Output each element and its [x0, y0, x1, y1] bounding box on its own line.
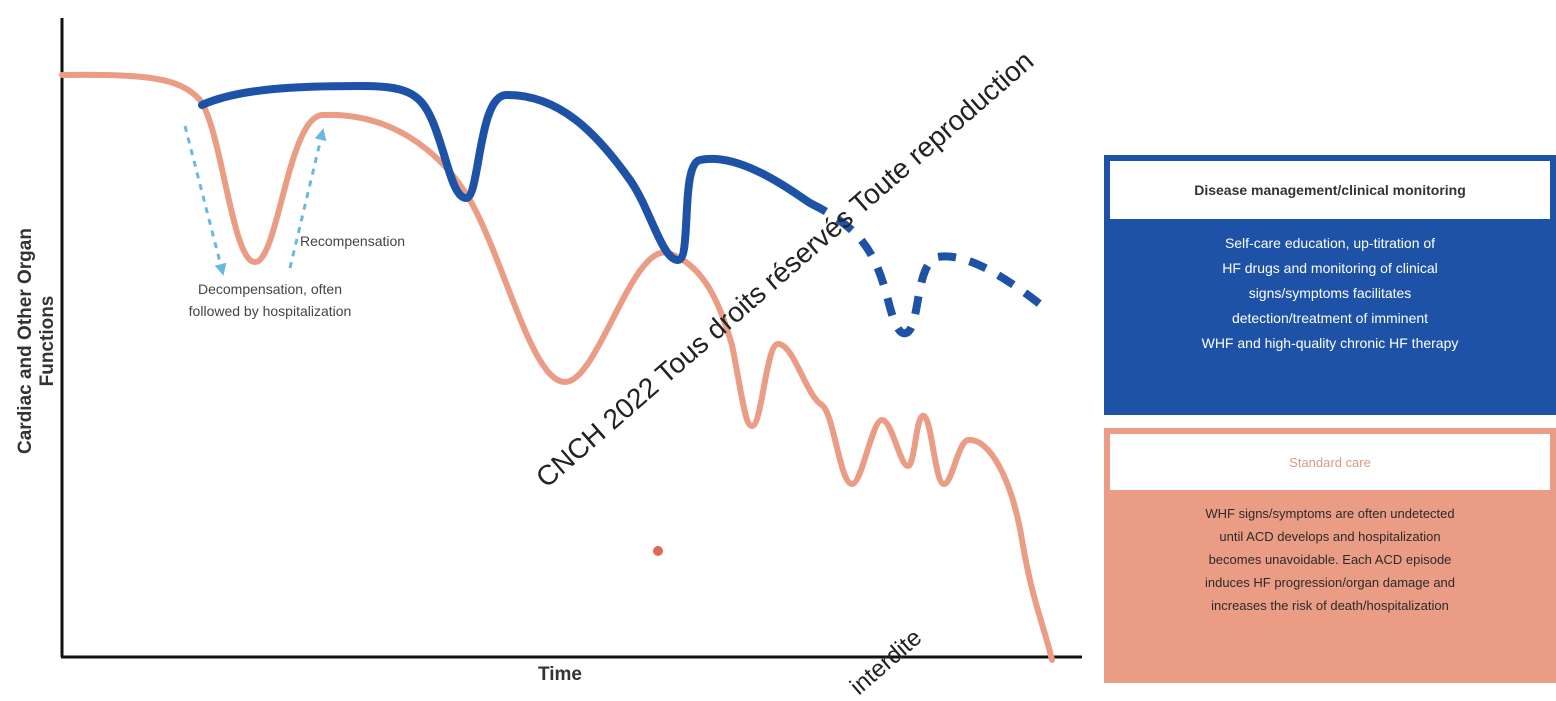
- disease-management-line-5: WHF and high-quality chronic HF therapy: [1201, 335, 1459, 351]
- decompensation-label-line-1: Decompensation, often: [198, 281, 342, 297]
- disease-management-title: Disease management/clinical monitoring: [1110, 161, 1550, 219]
- standard-care-line-2: until ACD develops and hospitalization: [1219, 529, 1441, 544]
- decompensation-label-line-2: followed by hospitalization: [188, 303, 352, 319]
- decompensation-arrow: [183, 125, 227, 276]
- standard-care-line-3: becomes unavoidable. Each ACD episode: [1208, 552, 1452, 567]
- disease-management-body: Self-care education, up-titration of HF …: [1114, 231, 1546, 405]
- standard-care-trajectory: [59, 71, 1055, 663]
- standard-care-line-5: increases the risk of death/hospitalizat…: [1211, 598, 1449, 613]
- disease-management-line-3: signs/symptoms facilitates: [1248, 285, 1412, 301]
- disease-management-line-2: HF drugs and monitoring of clinical: [1222, 260, 1438, 276]
- disease-management-line-4: detection/treatment of imminent: [1231, 310, 1429, 326]
- decompensation-label: Decompensation, often followed by hospit…: [140, 278, 400, 322]
- disease-management-trajectory: [198, 81, 814, 265]
- standard-care-line-4: induces HF progression/organ damage and: [1204, 575, 1456, 590]
- y-axis-label: Cardiac and Other Organ Functions: [15, 228, 58, 454]
- standard-care-panel: Standard care WHF signs/symptoms are oft…: [1104, 428, 1556, 683]
- disease-management-line-1: Self-care education, up-titration of: [1224, 235, 1436, 251]
- x-axis-label: Time: [537, 664, 582, 685]
- disease-management-projection: [808, 199, 1053, 338]
- standard-care-title: Standard care: [1110, 434, 1550, 490]
- standard-care-line-1: WHF signs/symptoms are often undetected: [1205, 506, 1455, 521]
- salmon-dot: [653, 546, 663, 556]
- disease-management-panel: Disease management/clinical monitoring S…: [1104, 155, 1556, 415]
- standard-care-body: WHF signs/symptoms are often undetected …: [1114, 502, 1546, 675]
- recompensation-label: Recompensation: [300, 233, 406, 249]
